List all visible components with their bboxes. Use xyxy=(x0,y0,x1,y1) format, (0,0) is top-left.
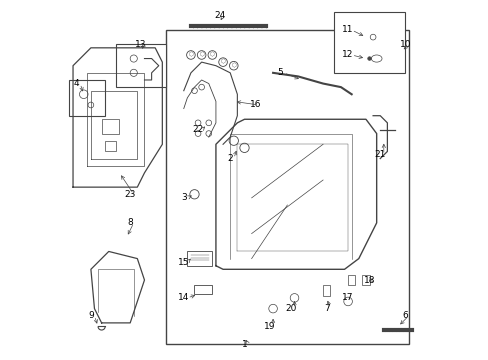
Bar xyxy=(165,30,408,344)
Text: 15: 15 xyxy=(178,258,189,267)
Text: 23: 23 xyxy=(124,190,136,199)
Bar xyxy=(333,12,405,73)
Text: 2: 2 xyxy=(227,154,233,163)
Text: 11: 11 xyxy=(342,26,353,35)
Text: 3: 3 xyxy=(181,193,186,202)
Text: 13: 13 xyxy=(135,40,146,49)
Text: 1: 1 xyxy=(241,340,247,349)
Bar xyxy=(323,285,329,296)
Bar xyxy=(169,33,405,341)
Text: ⬡: ⬡ xyxy=(209,53,214,58)
Bar xyxy=(102,119,119,134)
Text: 4: 4 xyxy=(74,79,79,88)
Text: 24: 24 xyxy=(213,11,224,20)
Text: ⬡: ⬡ xyxy=(199,53,203,58)
Bar xyxy=(347,275,354,285)
Bar xyxy=(116,44,165,87)
Text: 16: 16 xyxy=(249,100,261,109)
Bar xyxy=(194,285,212,294)
Text: 5: 5 xyxy=(277,68,283,77)
Text: 20: 20 xyxy=(285,304,296,313)
Text: 6: 6 xyxy=(402,311,407,320)
Bar xyxy=(105,141,116,152)
Text: 7: 7 xyxy=(323,304,329,313)
Text: ⬡: ⬡ xyxy=(231,63,236,68)
Bar xyxy=(362,275,369,285)
Text: 9: 9 xyxy=(88,311,94,320)
Ellipse shape xyxy=(370,55,381,62)
Bar xyxy=(187,251,212,266)
Text: 8: 8 xyxy=(127,219,133,228)
Text: 18: 18 xyxy=(363,275,374,284)
Text: 22: 22 xyxy=(192,126,203,135)
Text: ⬡: ⬡ xyxy=(220,60,225,65)
Text: 14: 14 xyxy=(178,293,189,302)
Text: 10: 10 xyxy=(399,40,410,49)
Text: 17: 17 xyxy=(342,293,353,302)
Bar xyxy=(69,80,105,116)
Circle shape xyxy=(367,57,370,60)
Text: 21: 21 xyxy=(374,150,385,159)
Text: 19: 19 xyxy=(263,322,275,331)
Text: ⬡: ⬡ xyxy=(188,53,193,58)
Text: 12: 12 xyxy=(342,50,353,59)
